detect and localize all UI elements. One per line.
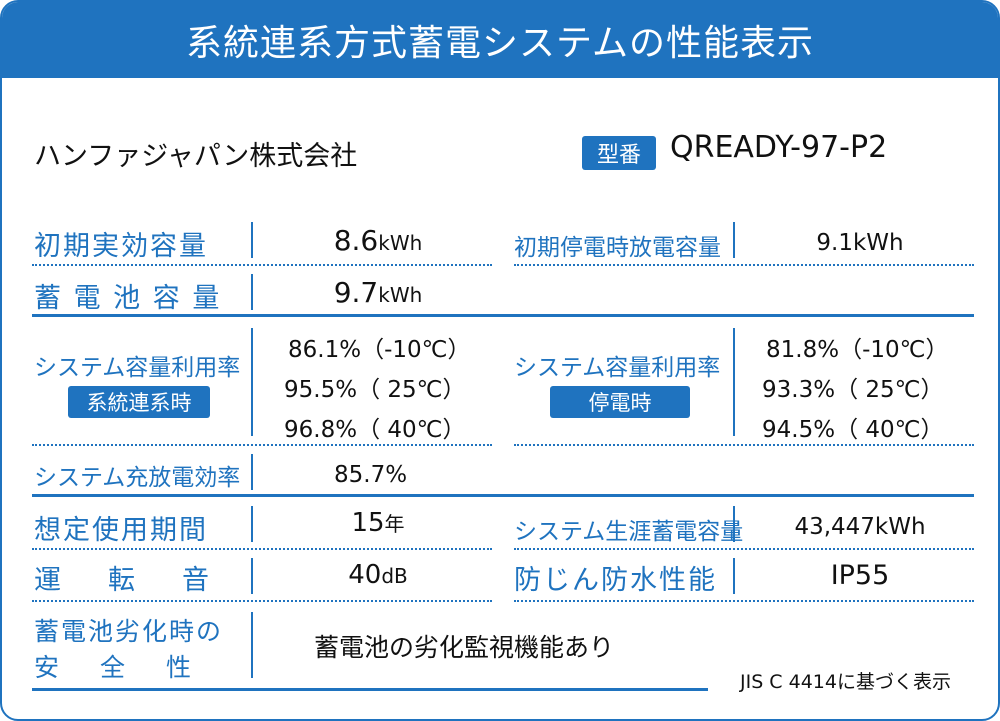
initial-capacity-value: 8.6kWh <box>333 224 423 257</box>
separator <box>251 612 253 678</box>
separator <box>733 558 735 594</box>
separator <box>733 328 735 436</box>
utilization-grid-label: システム容量利用率 <box>34 355 241 381</box>
utilization-blackout-value-3: 94.5%（ 40℃） <box>762 417 944 443</box>
row-divider <box>514 600 974 602</box>
safety-label-line1: 蓄電池劣化時の <box>34 617 224 646</box>
model-badge: 型番 <box>582 136 656 170</box>
row-divider <box>32 600 492 602</box>
safety-label-line2: 安 全 性 <box>34 653 200 682</box>
row-divider <box>514 264 974 266</box>
section-divider <box>32 688 708 691</box>
page-title: 系統連系方式蓄電システムの性能表示 <box>2 2 998 78</box>
row-divider <box>32 548 492 550</box>
separator <box>251 222 253 258</box>
jis-footnote: JIS C 4414に基づく表示 <box>740 671 951 693</box>
separator <box>251 506 253 542</box>
row-divider <box>32 444 492 446</box>
row-divider <box>514 548 974 550</box>
grid-connected-tag: 系統連系時 <box>68 386 210 418</box>
initial-capacity-label: 初期実効容量 <box>34 231 208 262</box>
separator <box>733 506 735 542</box>
separator <box>733 222 735 258</box>
expected-life-value: 15年 <box>351 508 405 538</box>
utilization-grid-value-3: 96.8%（ 40℃） <box>284 417 466 443</box>
expected-life-label: 想定使用期間 <box>34 515 208 546</box>
separator <box>251 558 253 594</box>
lifetime-capacity-value: 43,447kWh <box>794 514 926 540</box>
battery-capacity-value: 9.7kWh <box>333 276 423 309</box>
utilization-blackout-label: システム容量利用率 <box>514 355 721 381</box>
blackout-discharge-label: 初期停電時放電容量 <box>514 235 721 261</box>
section-divider <box>32 314 974 317</box>
utilization-blackout-value-1: 81.8%（-10℃） <box>766 337 949 363</box>
separator <box>251 274 253 310</box>
row-divider <box>32 264 492 266</box>
model-number: QREADY-97-P2 <box>670 130 888 165</box>
lifetime-capacity-label: システム生涯蓄電容量 <box>514 519 744 545</box>
charge-efficiency-label: システム充放電効率 <box>34 465 241 491</box>
noise-value: 40dB <box>348 560 408 590</box>
separator <box>251 328 253 436</box>
row-divider <box>514 444 974 446</box>
utilization-grid-value-2: 95.5%（ 25℃） <box>284 377 466 403</box>
utilization-grid-value-1: 86.1%（-10℃） <box>288 337 471 363</box>
waterproof-label: 防じん防水性能 <box>514 565 717 596</box>
blackout-tag: 停電時 <box>550 386 690 418</box>
section-divider <box>32 494 974 497</box>
battery-capacity-label: 蓄 電 池 容 量 <box>34 283 222 314</box>
utilization-blackout-value-2: 93.3%（ 25℃） <box>762 377 944 403</box>
blackout-discharge-value: 9.1kWh <box>816 230 904 256</box>
charge-efficiency-value: 85.7% <box>334 462 408 488</box>
separator <box>251 454 253 490</box>
waterproof-value: IP55 <box>830 560 890 591</box>
noise-label: 運 転 音 <box>34 565 219 596</box>
safety-value: 蓄電池の劣化監視機能あり <box>314 633 615 662</box>
company-name: ハンファジャパン株式会社 <box>34 141 358 172</box>
